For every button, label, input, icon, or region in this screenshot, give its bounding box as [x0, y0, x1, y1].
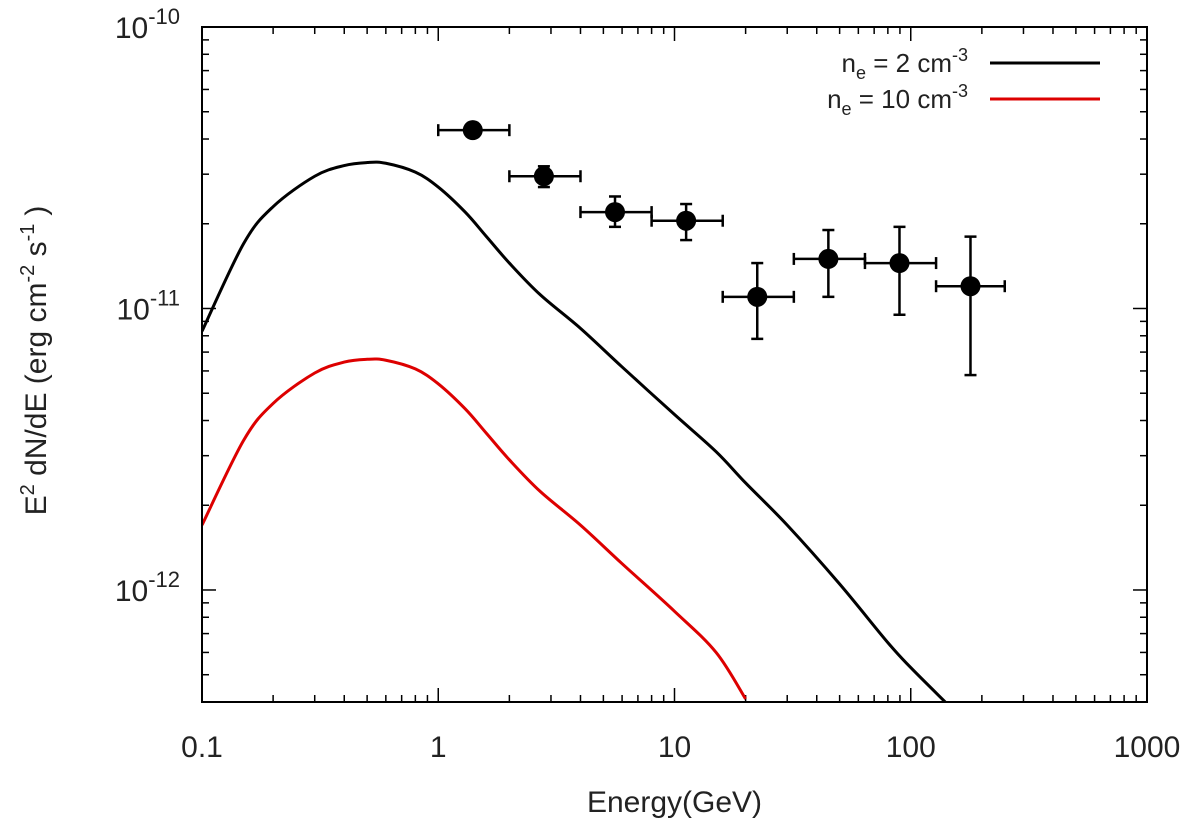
data-point [508, 165, 582, 189]
data-point [792, 228, 867, 299]
data-point [863, 225, 938, 317]
y-axis-title-end: ) [20, 206, 53, 216]
data-marker [960, 276, 981, 297]
series-line-1 [202, 357, 747, 700]
y-axis-title-rest: dN/dE (erg cm [20, 283, 53, 485]
data-marker [889, 253, 910, 274]
x-tick-label: 100 [886, 731, 936, 764]
data-point [934, 235, 1007, 377]
data-points [437, 120, 1007, 377]
data-point [721, 261, 796, 341]
y-axis-title-sup: 2 [17, 484, 39, 495]
y-tick-label: 10-11 [116, 285, 180, 326]
y-tick-base: 10 [115, 12, 148, 45]
legend-label-sup: -3 [952, 81, 968, 101]
y-tick-label: 10-12 [115, 567, 180, 608]
y-axis-title-sup3: -1 [17, 224, 39, 242]
data-marker [462, 120, 483, 141]
y-tick-base: 10 [116, 293, 149, 326]
x-tick-label: 1 [430, 731, 447, 764]
x-tick-labels: 0.1 1 10 100 1000 [181, 731, 1180, 764]
y-axis-title-main: E [20, 495, 53, 515]
legend-label-sup: -3 [952, 45, 968, 65]
y-axis-title-sup2: -2 [17, 265, 39, 283]
data-marker [676, 210, 697, 231]
legend-label-sub: e [842, 99, 852, 119]
y-axis-title-mid: s [20, 241, 53, 264]
legend-label-sub: e [856, 63, 866, 83]
y-tick-base: 10 [115, 575, 148, 608]
series-line-0 [202, 160, 947, 702]
y-tick-exp: -10 [148, 4, 180, 29]
legend-label-ne-10: ne = 10 cm-3 [827, 81, 968, 119]
x-tick-label: 10 [658, 731, 691, 764]
y-tick-exp: -11 [150, 285, 180, 310]
data-point [437, 120, 511, 141]
legend-label-mid: = 2 cm [866, 48, 952, 78]
legend: ne = 2 cm-3 ne = 10 cm-3 [827, 45, 1100, 119]
legend-label-base: n [827, 84, 841, 114]
data-marker [533, 166, 554, 187]
x-tick-label: 0.1 [181, 731, 223, 764]
data-point [650, 202, 724, 242]
plot-frame [201, 26, 1148, 703]
y-tick-exp: -12 [148, 567, 180, 592]
model-curves [202, 160, 947, 702]
data-marker [605, 202, 626, 223]
data-marker [818, 248, 839, 269]
x-axis-title: Energy(GeV) [587, 786, 762, 819]
legend-label-base: n [842, 48, 856, 78]
y-tick-label: 10-10 [115, 4, 180, 45]
data-marker [747, 286, 768, 307]
x-tick-label: 1000 [1114, 731, 1181, 764]
data-point [579, 195, 653, 229]
ticks [201, 26, 1148, 703]
legend-label-mid: = 10 cm [852, 84, 952, 114]
y-axis-title: E2 dN/dE (erg cm-2 s-1) [17, 206, 53, 516]
legend-label-ne-2: ne = 2 cm-3 [842, 45, 968, 83]
